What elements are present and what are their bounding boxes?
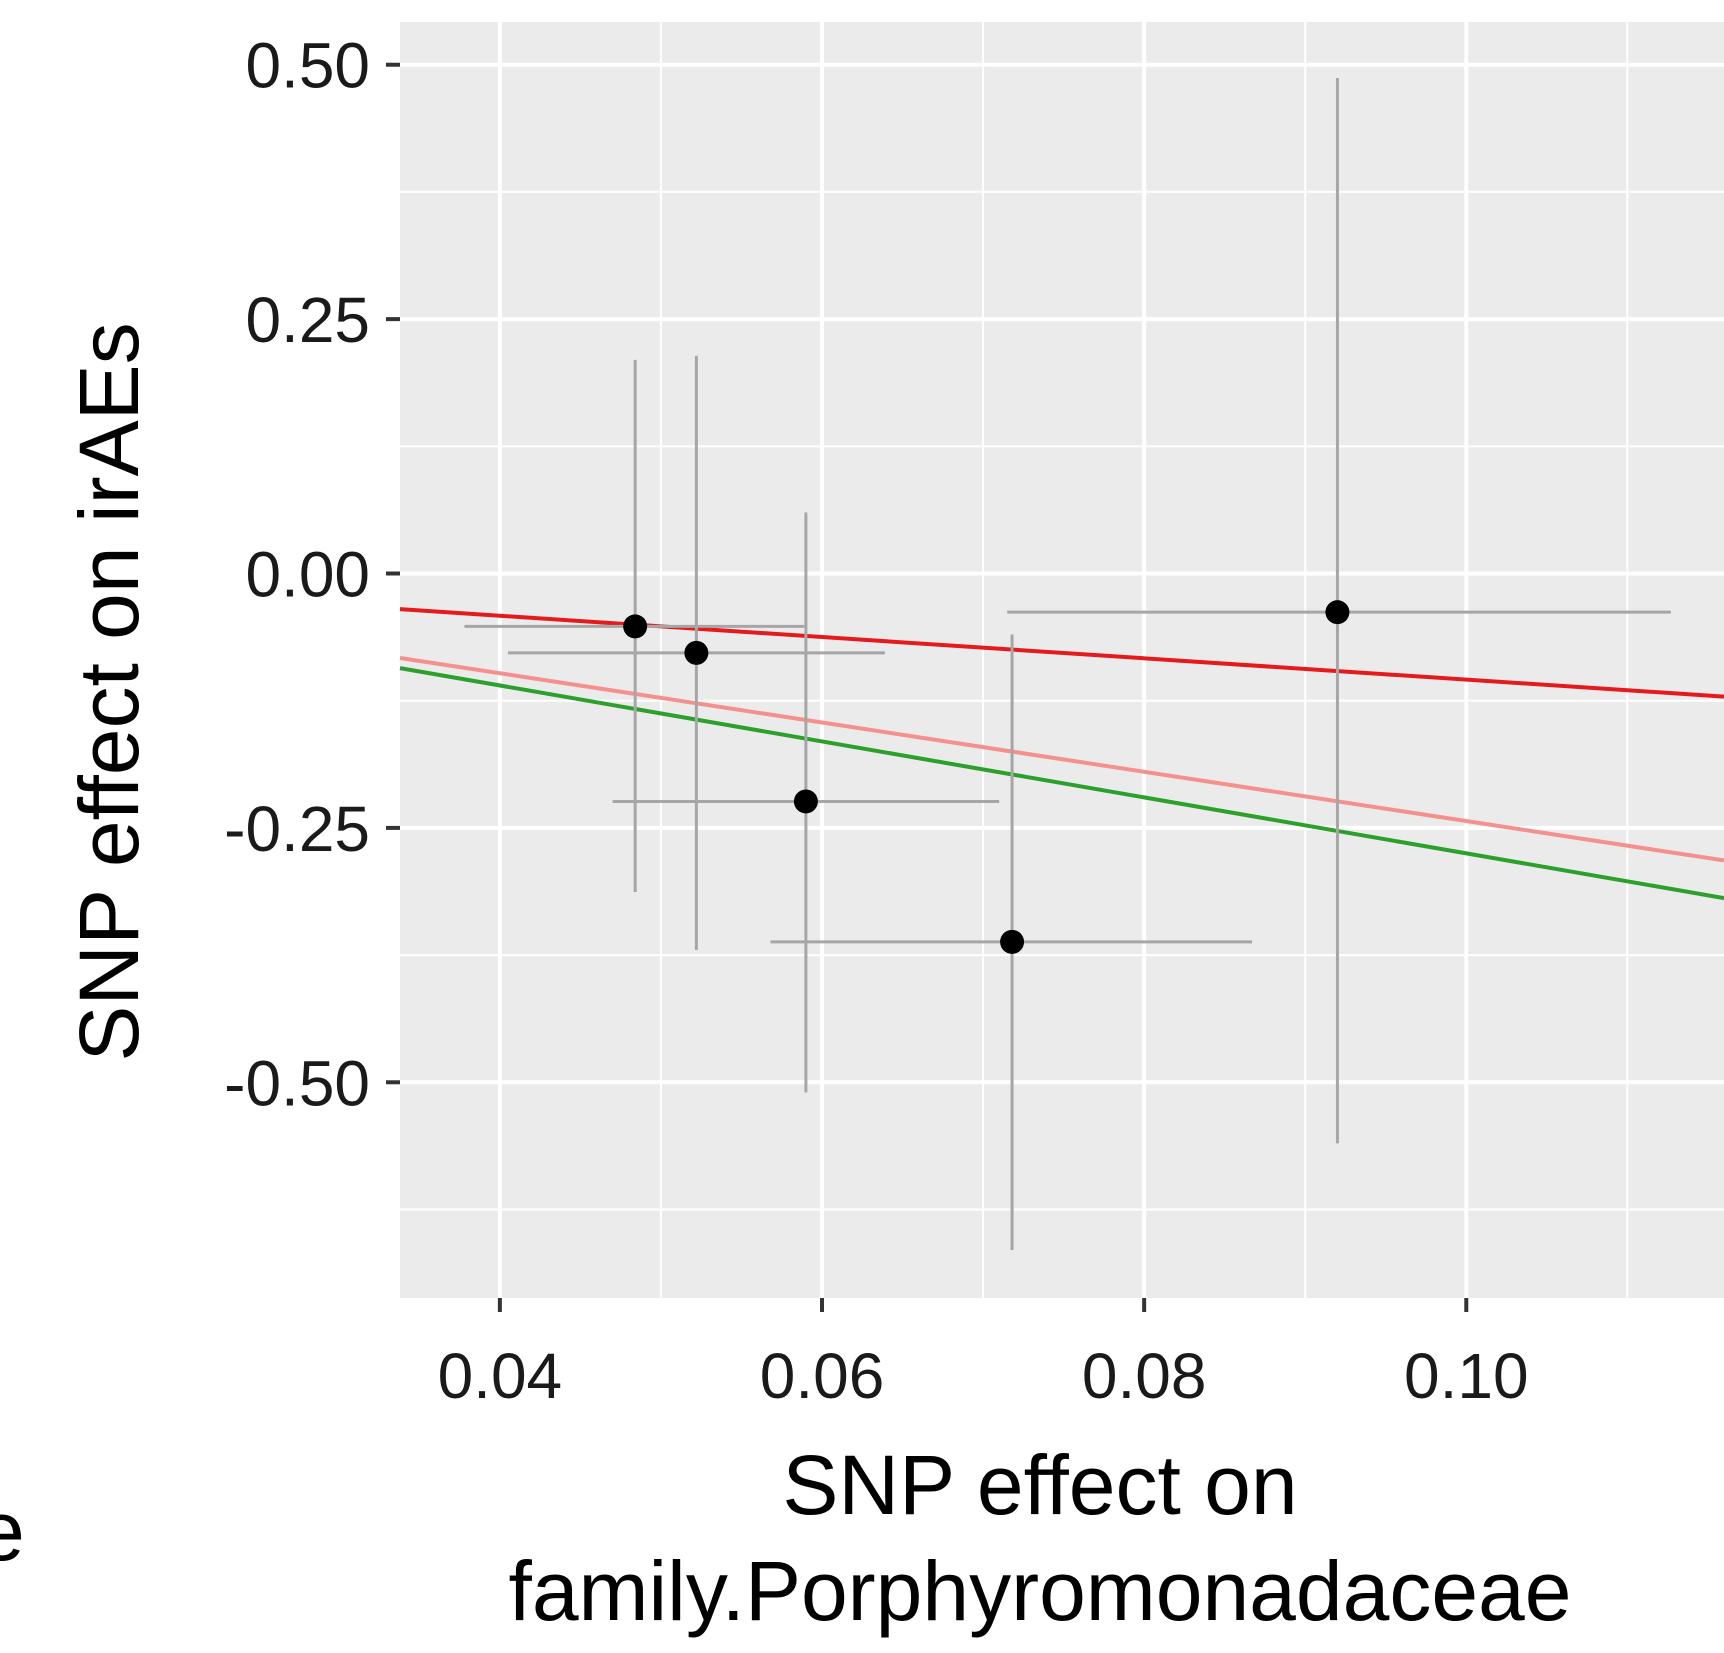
regression-line (399, 607, 1724, 699)
x-axis-title-line-2: family.Porphyromonadaceae (508, 1544, 1571, 1638)
regression-line (399, 666, 1724, 901)
left-edge-text-fragment: e (0, 1484, 25, 1578)
x-tick-label: 0.06 (760, 1340, 885, 1412)
plot-panel (400, 22, 1724, 1298)
y-tick-label: 0.25 (245, 284, 370, 356)
regression-lines (399, 607, 1724, 901)
data-points (623, 600, 1350, 954)
x-axis-title-line-1: SNP effect on (782, 1438, 1297, 1532)
y-tick-label: 0.00 (245, 539, 370, 611)
regression-line (399, 655, 1724, 863)
x-tick-label: 0.08 (1082, 1340, 1207, 1412)
data-point (623, 614, 648, 639)
y-axis-title: SNP effect on irAEs (62, 322, 156, 1061)
data-point (1000, 929, 1025, 954)
x-tick-label: 0.10 (1404, 1340, 1529, 1412)
axes: 0.04 0.06 0.08 0.10 0.50 0.25 0.00 -0.25 -0.50 (224, 30, 1528, 1412)
y-tick-label: -0.50 (224, 1047, 370, 1119)
data-point (1325, 600, 1350, 625)
data-point (793, 789, 818, 814)
grid-lines (400, 22, 1724, 1298)
y-tick-label: -0.25 (224, 793, 370, 865)
y-tick-label: 0.50 (245, 30, 370, 102)
x-tick-label: 0.04 (438, 1340, 563, 1412)
data-point (684, 640, 709, 665)
